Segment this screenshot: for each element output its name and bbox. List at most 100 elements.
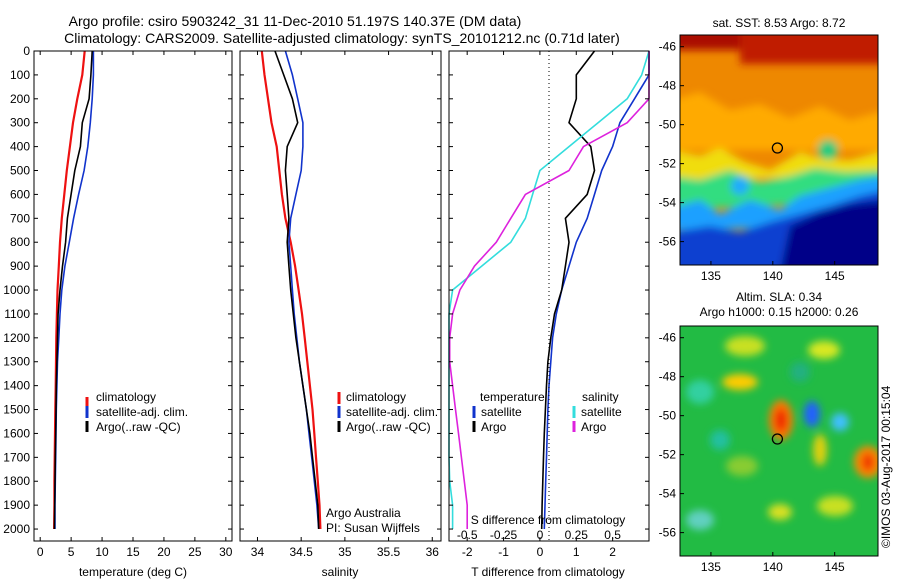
figure-title-line2: Climatology: CARS2009. Satellite-adjuste… [64, 30, 620, 46]
salinity-xlabel: salinity [322, 565, 359, 579]
x-tick-label: 0 [37, 545, 44, 559]
difference-panel: -2 -1 0 1 2 S difference from climatology -0… [448, 50, 650, 579]
series-line-2-1 [540, 50, 596, 530]
sst-map: sat. SST: 8.53 Argo: 8.72 135 140 14 [659, 16, 879, 283]
series-line-2-0 [543, 51, 650, 530]
x-tick-label: 5 [68, 545, 75, 559]
depth-tick-label: 600 [10, 187, 30, 201]
t-difference-xlabel: T difference from climatology [471, 565, 625, 579]
depth-tick-label: 500 [10, 164, 30, 178]
lon-tick-label: 140 [763, 560, 783, 574]
lon-tick-label: 140 [763, 269, 783, 283]
series-line-2-3 [448, 51, 650, 529]
legend-label-argo-s: Argo(..raw -QC) [346, 420, 431, 434]
x-tick-label: 1 [573, 545, 580, 559]
series-line-2-2 [448, 50, 650, 529]
sst-heatmap-field [680, 35, 878, 265]
lat-tick-label: -52 [659, 448, 677, 462]
annotation-pi-name: PI: Susan Wijffels [326, 521, 420, 535]
temperature-legend: climatology satellite-adj. clim. Argo(..… [85, 390, 188, 434]
legend-label-satellite: satellite-adj. clim. [96, 405, 188, 419]
x-tick-label: 34.5 [289, 545, 313, 559]
lat-tick-label: -50 [659, 409, 677, 423]
annotation-argo-australia: Argo Australia [326, 506, 401, 520]
lon-tick-label: 135 [701, 560, 721, 574]
x-tick-label: 35.5 [377, 545, 401, 559]
s-diff-tick-label: 0 [537, 528, 544, 542]
difference-axes-frame [448, 50, 650, 542]
depth-tick-label: 1800 [3, 474, 30, 488]
s-diff-tick-label: -0.25 [490, 528, 518, 542]
legend-label-climatology-s: climatology [346, 390, 406, 404]
legend-label-t-argo: Argo [481, 420, 507, 434]
difference-legend: temperature satellite Argo salinity sate… [472, 390, 622, 434]
x-tick-label: 20 [157, 545, 171, 559]
depth-tick-label: 1000 [3, 283, 30, 297]
salinity-legend: climatology satellite-adj. clim. Argo(..… [337, 390, 438, 434]
temperature-panel: 0 5 10 15 20 25 30 0 100 200 300 400 500 600 700 800 90… [3, 44, 233, 579]
lon-tick-label: 135 [701, 269, 721, 283]
figure-title-line1: Argo profile: csiro 5903242_31 11-Dec-20… [69, 13, 522, 29]
legend-label-argo: Argo(..raw -QC) [96, 420, 181, 434]
legend-title-salinity: salinity [582, 390, 619, 404]
temperature-xlabel: temperature (deg C) [79, 565, 187, 579]
depth-tick-label: 100 [10, 68, 30, 82]
temperature-axes-frame [33, 50, 233, 542]
sst-map-frame [679, 34, 879, 266]
s-diff-tick-label: 0.25 [565, 528, 589, 542]
lon-tick-label: 145 [825, 560, 845, 574]
depth-tick-label: 1400 [3, 379, 30, 393]
sla-heatmap-field [680, 326, 878, 556]
legend-label-s-satellite: satellite [581, 405, 622, 419]
x-tick-label: 35 [338, 545, 352, 559]
series-line-0-2 [53, 50, 93, 530]
sst-map-title: sat. SST: 8.53 Argo: 8.72 [713, 16, 846, 30]
legend-label-t-satellite: satellite [481, 405, 522, 419]
lat-tick-label: -48 [659, 79, 677, 93]
x-tick-label: 15 [126, 545, 140, 559]
depth-tick-label: 400 [10, 140, 30, 154]
series-line-1-0 [260, 50, 322, 530]
series-line-1-2 [274, 50, 320, 530]
sst-argo-location-marker [771, 142, 784, 154]
sla-map-frame [679, 325, 879, 557]
salinity-panel: 34 34.5 35 35.5 36 salinity climatology sate… [239, 50, 442, 579]
depth-tick-label: 700 [10, 211, 30, 225]
salinity-axes-frame [239, 50, 442, 542]
s-diff-tick-label: 0.5 [604, 528, 621, 542]
lat-tick-label: -46 [659, 40, 677, 54]
x-tick-label: 0 [537, 545, 544, 559]
depth-tick-label: 300 [10, 116, 30, 130]
lat-tick-label: -50 [659, 118, 677, 132]
s-difference-xlabel: S difference from climatology [471, 513, 626, 527]
sla-map-title-line2: Argo h1000: 0.15 h2000: 0.26 [700, 305, 859, 319]
x-tick-label: -2 [462, 545, 473, 559]
x-tick-label: 36 [426, 545, 440, 559]
x-tick-label: 34 [251, 545, 265, 559]
sla-map: Altim. SLA: 0.34 Argo h1000: 0.15 h2000:… [659, 290, 879, 574]
x-tick-label: 2 [609, 545, 616, 559]
depth-tick-label: 200 [10, 92, 30, 106]
x-tick-label: 10 [95, 545, 109, 559]
depth-tick-label: 1500 [3, 403, 30, 417]
imos-credit-text: ©IMOS 03-Aug-2017 00:15:04 [879, 385, 893, 548]
depth-tick-label: 1100 [4, 307, 30, 321]
x-tick-label: -1 [498, 545, 509, 559]
series-line-1-1 [284, 50, 320, 530]
lat-tick-label: -48 [659, 370, 677, 384]
sla-map-title-line1: Altim. SLA: 0.34 [736, 290, 822, 304]
depth-tick-label: 800 [10, 235, 30, 249]
depth-tick-label: 1600 [3, 426, 30, 440]
lat-tick-label: -46 [659, 331, 677, 345]
legend-label-s-argo: Argo [581, 420, 607, 434]
depth-tick-label: 900 [10, 259, 30, 273]
depth-tick-label: 1300 [3, 355, 30, 369]
legend-title-temperature: temperature [480, 390, 545, 404]
depth-tick-label: 0 [23, 44, 30, 58]
depth-tick-label: 1200 [3, 331, 30, 345]
depth-tick-label: 2000 [3, 522, 30, 536]
legend-label-satellite-s: satellite-adj. clim. [346, 405, 438, 419]
s-diff-tick-label: -0.5 [457, 528, 478, 542]
depth-tick-label: 1900 [3, 498, 30, 512]
